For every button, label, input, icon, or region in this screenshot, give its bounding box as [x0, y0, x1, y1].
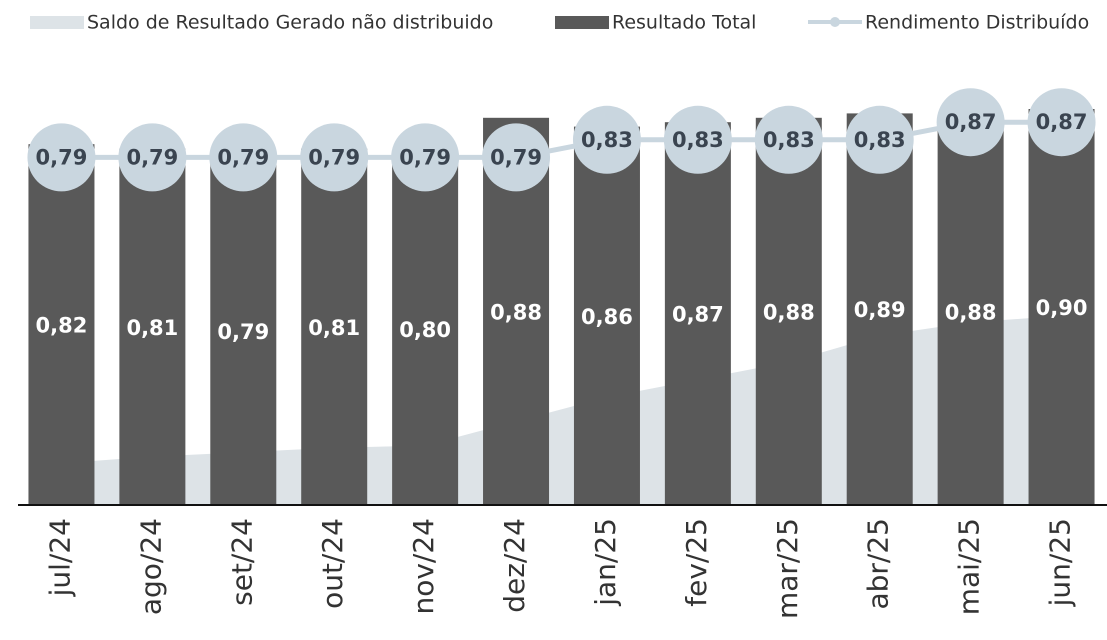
line-marker — [936, 88, 1005, 157]
x-tick-label: ago/24 — [134, 518, 167, 615]
x-tick-label: jul/24 — [43, 518, 76, 597]
line-label: 0,79 — [399, 145, 451, 169]
legend-label: Rendimento Distribuído — [865, 12, 1089, 34]
bar — [755, 117, 822, 506]
bar — [846, 113, 913, 506]
line-label: 0,87 — [1036, 110, 1088, 134]
legend-swatch — [30, 16, 84, 29]
bar — [937, 117, 1004, 506]
line-label: 0,79 — [308, 145, 360, 169]
bar — [301, 148, 368, 505]
x-tick-label: dez/24 — [498, 518, 531, 613]
bar-label: 0,86 — [581, 305, 633, 329]
legend-label: Resultado Total — [612, 12, 756, 34]
bar-label: 0,88 — [490, 300, 542, 324]
x-tick-label: nov/24 — [407, 518, 440, 615]
line-marker — [754, 105, 823, 174]
line-label: 0,83 — [672, 128, 724, 152]
bar — [210, 157, 277, 505]
bar-label: 0,81 — [126, 316, 178, 340]
bar-label: 0,88 — [763, 300, 815, 324]
bar-label: 0,89 — [854, 298, 906, 322]
bar — [664, 122, 731, 505]
bar-label: 0,90 — [1036, 296, 1088, 320]
x-tick-label: fev/25 — [680, 518, 713, 607]
bar-label: 0,87 — [672, 303, 724, 327]
line-label: 0,79 — [126, 145, 178, 169]
bar-label: 0,82 — [36, 314, 88, 338]
line-marker — [27, 123, 96, 192]
x-tick-label: abr/25 — [862, 518, 895, 610]
x-tick-label: mar/25 — [771, 518, 804, 619]
line-marker — [845, 105, 914, 174]
bar-label: 0,80 — [399, 318, 451, 342]
line-label: 0,83 — [763, 128, 815, 152]
bar-label: 0,88 — [945, 300, 997, 324]
legend-label: Saldo de Resultado Gerado não distribuid… — [87, 12, 493, 34]
line-marker — [1027, 88, 1096, 157]
bar — [1028, 109, 1095, 505]
legend-swatch — [555, 16, 609, 29]
bar — [119, 148, 186, 505]
x-tick-label: jan/25 — [589, 518, 622, 607]
line-label: 0,79 — [490, 145, 542, 169]
bar — [392, 153, 459, 505]
x-tick-label: mai/25 — [953, 518, 986, 615]
bar — [573, 126, 640, 505]
line-label: 0,79 — [36, 145, 88, 169]
legend-swatch — [830, 17, 840, 27]
line-marker — [118, 123, 187, 192]
line-marker — [482, 123, 551, 192]
line-marker — [391, 123, 460, 192]
line-label: 0,83 — [581, 128, 633, 152]
line-label: 0,79 — [217, 145, 269, 169]
bar — [28, 144, 95, 505]
x-tick-label: jun/25 — [1044, 518, 1077, 607]
line-marker — [300, 123, 369, 192]
line-marker — [572, 105, 641, 174]
x-tick-label: out/24 — [316, 518, 349, 609]
line-label: 0,83 — [854, 128, 906, 152]
line-marker — [663, 105, 732, 174]
line-marker — [209, 123, 278, 192]
bar-label: 0,79 — [217, 320, 269, 344]
bar-label: 0,81 — [308, 316, 360, 340]
line-label: 0,87 — [945, 110, 997, 134]
x-tick-label: set/24 — [225, 518, 258, 606]
